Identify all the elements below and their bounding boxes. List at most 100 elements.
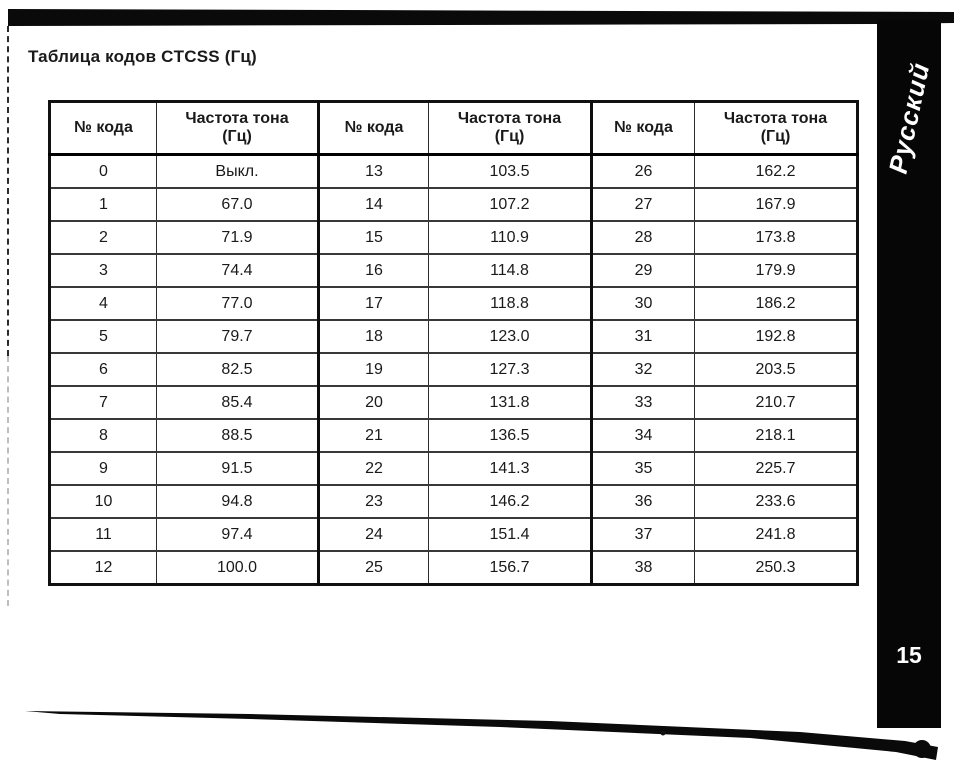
frequency-cell: 179.9 <box>694 253 858 287</box>
header-freq-1: Частота тона (Гц) <box>156 101 319 156</box>
frequency-cell: 103.5 <box>428 153 592 188</box>
scan-left-dashed-edge <box>7 26 9 356</box>
header-freq-unit: (Гц) <box>494 128 525 145</box>
code-cell: 3 <box>49 253 157 287</box>
table-row: 6 82.5 19 127.3 32 203.5 <box>49 352 858 386</box>
frequency-cell: 74.4 <box>156 253 319 287</box>
ctcss-code-table: № кода Частота тона (Гц) № кода Частота … <box>48 100 859 586</box>
header-code-1: № кода <box>49 101 157 156</box>
frequency-cell: 114.8 <box>428 253 592 287</box>
code-cell: 37 <box>590 517 695 551</box>
table-row: 9 91.5 22 141.3 35 225.7 <box>49 451 858 485</box>
frequency-cell: 88.5 <box>156 418 319 452</box>
header-freq-unit: (Гц) <box>222 128 252 145</box>
header-freq-label: Частота тона <box>457 110 562 127</box>
frequency-cell: 210.7 <box>694 385 858 419</box>
frequency-cell: 100.0 <box>156 550 319 585</box>
frequency-cell: 94.8 <box>156 484 319 518</box>
frequency-cell: 225.7 <box>694 451 858 485</box>
frequency-cell: 162.2 <box>694 153 858 188</box>
code-cell: 5 <box>49 319 157 353</box>
frequency-cell: 151.4 <box>428 517 592 551</box>
frequency-cell: 91.5 <box>156 451 319 485</box>
code-cell: 25 <box>317 550 429 585</box>
code-cell: 27 <box>590 187 695 221</box>
code-cell: 1 <box>49 187 157 221</box>
code-cell: 0 <box>49 153 157 188</box>
code-cell: 28 <box>590 220 695 254</box>
frequency-cell: 127.3 <box>428 352 592 386</box>
sidebar-language-label: Русский <box>882 59 936 177</box>
frequency-cell: 146.2 <box>428 484 592 518</box>
scan-left-dashed-edge-faint <box>7 356 9 606</box>
scan-bottom-line <box>25 711 938 760</box>
code-cell: 13 <box>317 153 429 188</box>
frequency-cell: 77.0 <box>156 286 319 320</box>
header-code-3: № кода <box>590 101 695 156</box>
scan-ink-blob <box>913 740 931 758</box>
table-row: 11 97.4 24 151.4 37 241.8 <box>49 517 858 551</box>
frequency-cell: 123.0 <box>428 319 592 353</box>
code-cell: 22 <box>317 451 429 485</box>
frequency-cell: Выкл. <box>156 153 319 188</box>
frequency-cell: 141.3 <box>428 451 592 485</box>
header-code-2: № кода <box>317 101 429 156</box>
frequency-cell: 118.8 <box>428 286 592 320</box>
table-row: 5 79.7 18 123.0 31 192.8 <box>49 319 858 353</box>
table-row: 2 71.9 15 110.9 28 173.8 <box>49 220 858 254</box>
header-freq-label: Частота тона <box>185 110 289 127</box>
code-cell: 11 <box>49 517 157 551</box>
frequency-cell: 71.9 <box>156 220 319 254</box>
code-cell: 18 <box>317 319 429 353</box>
code-cell: 24 <box>317 517 429 551</box>
code-cell: 2 <box>49 220 157 254</box>
code-cell: 17 <box>317 286 429 320</box>
frequency-cell: 85.4 <box>156 385 319 419</box>
code-cell: 19 <box>317 352 429 386</box>
code-cell: 38 <box>590 550 695 585</box>
header-freq-label: Частота тона <box>723 110 828 127</box>
code-cell: 23 <box>317 484 429 518</box>
frequency-cell: 110.9 <box>428 220 592 254</box>
code-cell: 14 <box>317 187 429 221</box>
frequency-cell: 107.2 <box>428 187 592 221</box>
code-cell: 26 <box>590 153 695 188</box>
code-cell: 34 <box>590 418 695 452</box>
table-row: 0 Выкл. 13 103.5 26 162.2 <box>49 153 858 188</box>
frequency-cell: 241.8 <box>694 517 858 551</box>
code-cell: 33 <box>590 385 695 419</box>
code-cell: 20 <box>317 385 429 419</box>
frequency-cell: 186.2 <box>694 286 858 320</box>
page-number: 15 <box>896 642 922 668</box>
table-row: 3 74.4 16 114.8 29 179.9 <box>49 253 858 287</box>
header-freq-2: Частота тона (Гц) <box>428 101 592 156</box>
code-cell: 15 <box>317 220 429 254</box>
code-cell: 16 <box>317 253 429 287</box>
frequency-cell: 67.0 <box>156 187 319 221</box>
table-row: 4 77.0 17 118.8 30 186.2 <box>49 286 858 320</box>
scan-top-bar <box>8 9 954 26</box>
header-freq-3: Частота тона (Гц) <box>694 101 858 156</box>
code-cell: 21 <box>317 418 429 452</box>
frequency-cell: 131.8 <box>428 385 592 419</box>
code-cell: 6 <box>49 352 157 386</box>
frequency-cell: 82.5 <box>156 352 319 386</box>
code-cell: 32 <box>590 352 695 386</box>
table-row: 8 88.5 21 136.5 34 218.1 <box>49 418 858 452</box>
code-cell: 12 <box>49 550 157 585</box>
frequency-cell: 233.6 <box>694 484 858 518</box>
table-row: 7 85.4 20 131.8 33 210.7 <box>49 385 858 419</box>
frequency-cell: 97.4 <box>156 517 319 551</box>
header-freq-unit: (Гц) <box>760 128 791 145</box>
code-cell: 8 <box>49 418 157 452</box>
frequency-cell: 250.3 <box>694 550 858 585</box>
page-title: Таблица кодов CTCSS (Гц) <box>28 47 257 66</box>
code-cell: 10 <box>49 484 157 518</box>
scan-stray-dot <box>660 730 666 736</box>
code-cell: 30 <box>590 286 695 320</box>
frequency-cell: 79.7 <box>156 319 319 353</box>
frequency-cell: 203.5 <box>694 352 858 386</box>
frequency-cell: 167.9 <box>694 187 858 221</box>
code-cell: 7 <box>49 385 157 419</box>
sidebar-language-tab: Русский 15 <box>877 20 941 728</box>
